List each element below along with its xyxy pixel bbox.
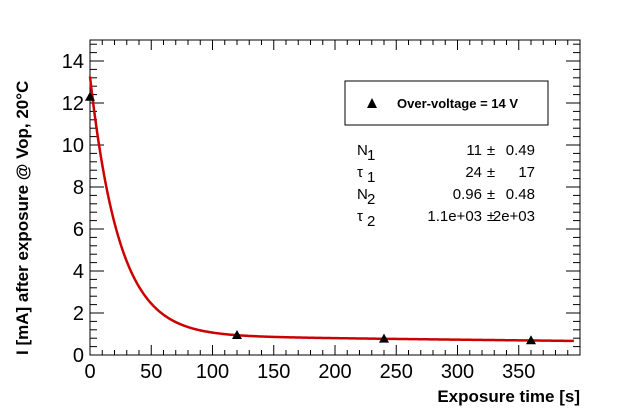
x-tick-label: 50 [140,361,162,383]
stat-error: 17 [518,164,535,181]
stats-box: N 1 11 ±0.49τ 1 24 ±17N 2 0.96 ±0.48τ 2 1.1e+03 ±2e+… [357,142,535,230]
legend-label: Over-voltage = 14 V [397,96,518,111]
y-tick-label: 10 [62,135,84,157]
stat-plusminus: ± [487,186,495,203]
x-tick-label: 300 [441,361,474,383]
y-tick-label: 2 [73,303,84,325]
stat-plusminus: ± [487,164,495,181]
fit-curve [88,76,574,343]
x-tick-label: 150 [257,361,290,383]
legend-marker [367,98,377,108]
y-tick-label: 6 [73,219,84,241]
stat-subscript: 2 [367,191,375,208]
data-points [85,91,536,345]
x-tick-label: 0 [84,361,95,383]
y-tick-label: 8 [73,177,84,199]
stat-name: τ [357,164,363,181]
data-point [526,335,536,345]
x-tick-label: 100 [196,361,229,383]
stat-plusminus: ± [487,208,495,225]
x-tick-label: 250 [380,361,413,383]
x-axis-title: Exposure time [s] [437,387,580,406]
stat-value: 24 [465,164,482,181]
x-tick-label: 200 [318,361,351,383]
y-tick-label: 12 [62,93,84,115]
x-tick-label: 350 [502,361,535,383]
legend-box: Over-voltage = 14 V [344,80,549,126]
stat-error: 0.49 [506,142,535,159]
stat-plusminus: ± [487,142,495,159]
stat-error: 0.48 [506,186,535,203]
y-tick-label: 0 [73,345,84,367]
axis-ticks [89,40,580,356]
stat-value: 1.1e+03 [427,208,482,225]
stat-name: τ [357,208,363,225]
y-axis-title: I [mA] after exposure @ Vop, 20°C [13,81,32,355]
y-tick-label: 14 [62,51,84,73]
y-tick-label: 4 [73,261,84,283]
data-point [379,333,389,343]
stat-subscript: 1 [367,169,375,186]
stat-error: 2e+03 [493,208,535,225]
stat-name: N [357,142,368,159]
stat-subscript: 2 [367,213,375,230]
stat-name: N [357,186,368,203]
stat-value: 0.96 [453,186,482,203]
data-point [232,330,242,340]
stat-subscript: 1 [367,147,375,164]
data-point [85,91,95,101]
stat-value: 11 [466,142,482,159]
